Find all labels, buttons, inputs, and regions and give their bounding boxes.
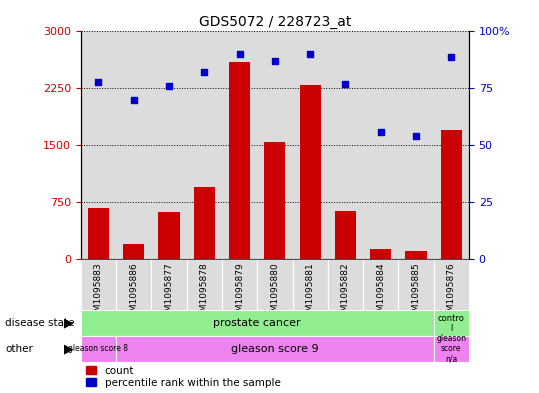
Bar xyxy=(293,259,328,310)
Text: GSM1095886: GSM1095886 xyxy=(129,262,139,323)
Bar xyxy=(158,212,179,259)
Point xyxy=(94,79,103,85)
Text: ▶: ▶ xyxy=(64,342,74,355)
Bar xyxy=(434,336,469,362)
Bar xyxy=(441,130,462,259)
Bar xyxy=(186,259,222,310)
Text: ▶: ▶ xyxy=(64,317,74,330)
Text: contro
l: contro l xyxy=(438,314,465,333)
Legend: count, percentile rank within the sample: count, percentile rank within the sample xyxy=(86,366,281,388)
Point xyxy=(341,81,350,87)
Point xyxy=(306,51,314,57)
Bar xyxy=(264,141,286,259)
Point xyxy=(236,51,244,57)
Bar xyxy=(222,259,257,310)
Point xyxy=(129,97,138,103)
Bar xyxy=(363,259,398,310)
Text: other: other xyxy=(5,344,33,354)
Bar xyxy=(335,211,356,259)
Text: disease state: disease state xyxy=(5,318,75,328)
Text: GSM1095876: GSM1095876 xyxy=(447,262,456,323)
Text: GSM1095883: GSM1095883 xyxy=(94,262,103,323)
Point xyxy=(376,129,385,135)
Bar xyxy=(328,259,363,310)
Point xyxy=(271,58,279,64)
Text: GSM1095880: GSM1095880 xyxy=(271,262,279,323)
Point xyxy=(447,53,455,60)
Text: GSM1095882: GSM1095882 xyxy=(341,262,350,323)
Bar xyxy=(257,259,293,310)
Bar xyxy=(123,244,144,259)
Text: prostate cancer: prostate cancer xyxy=(213,318,301,328)
Text: gleason score 9: gleason score 9 xyxy=(231,344,319,354)
Point xyxy=(412,133,420,140)
Bar xyxy=(370,249,391,259)
Point xyxy=(165,83,174,89)
Bar xyxy=(116,336,434,362)
Text: gleason
score
n/a: gleason score n/a xyxy=(436,334,466,364)
Bar xyxy=(300,84,321,259)
Bar xyxy=(434,259,469,310)
Text: GSM1095881: GSM1095881 xyxy=(306,262,315,323)
Text: gleason score 8: gleason score 8 xyxy=(68,344,128,353)
Text: GSM1095885: GSM1095885 xyxy=(411,262,420,323)
Bar xyxy=(434,310,469,336)
Bar xyxy=(405,251,426,259)
Bar xyxy=(398,259,434,310)
Text: GSM1095878: GSM1095878 xyxy=(200,262,209,323)
Bar xyxy=(116,259,151,310)
Text: GSM1095877: GSM1095877 xyxy=(164,262,174,323)
Point xyxy=(200,69,209,75)
Text: GSM1095884: GSM1095884 xyxy=(376,262,385,323)
Bar xyxy=(194,187,215,259)
Bar xyxy=(229,62,250,259)
Bar xyxy=(81,336,116,362)
Bar xyxy=(88,208,109,259)
Bar xyxy=(81,259,116,310)
Bar xyxy=(151,259,186,310)
Text: GSM1095879: GSM1095879 xyxy=(235,262,244,323)
Title: GDS5072 / 228723_at: GDS5072 / 228723_at xyxy=(199,15,351,29)
